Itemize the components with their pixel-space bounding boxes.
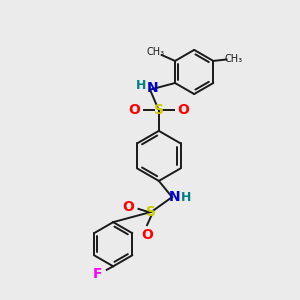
Text: O: O: [122, 200, 134, 214]
Text: N: N: [146, 81, 158, 95]
Text: S: S: [146, 205, 157, 219]
Text: S: S: [154, 103, 164, 117]
Text: H: H: [135, 79, 146, 92]
Text: N: N: [169, 190, 180, 204]
Text: H: H: [181, 190, 191, 204]
Text: O: O: [177, 103, 189, 117]
Text: O: O: [141, 228, 153, 242]
Text: CH₃: CH₃: [146, 47, 164, 57]
Text: O: O: [128, 103, 140, 117]
Text: CH₃: CH₃: [225, 55, 243, 64]
Text: F: F: [92, 267, 102, 281]
